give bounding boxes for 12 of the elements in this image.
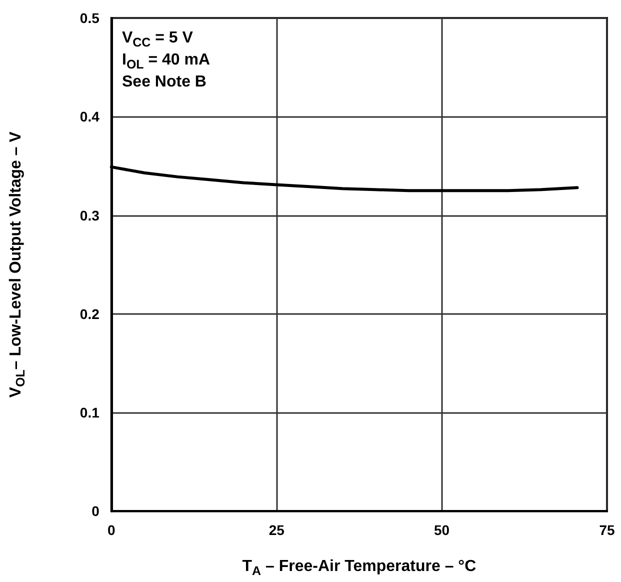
y-tick-label: 0.4	[80, 108, 100, 125]
y-tick-label: 0.5	[80, 10, 100, 26]
y-tick-label: 0	[92, 503, 100, 520]
y-axis-title: VOL– Low-Level Output Voltage – V	[8, 131, 28, 398]
x-tick-label: 0	[108, 522, 116, 538]
y-tick-label: 0.1	[80, 404, 100, 421]
y-tick-label: 0.2	[80, 306, 100, 322]
x-tick-label: 75	[599, 522, 615, 538]
y-tick-label: 0.3	[80, 207, 100, 224]
x-tick-label: 50	[434, 522, 450, 538]
x-tick-label: 25	[268, 522, 285, 538]
annotation: See Note B	[122, 74, 206, 90]
